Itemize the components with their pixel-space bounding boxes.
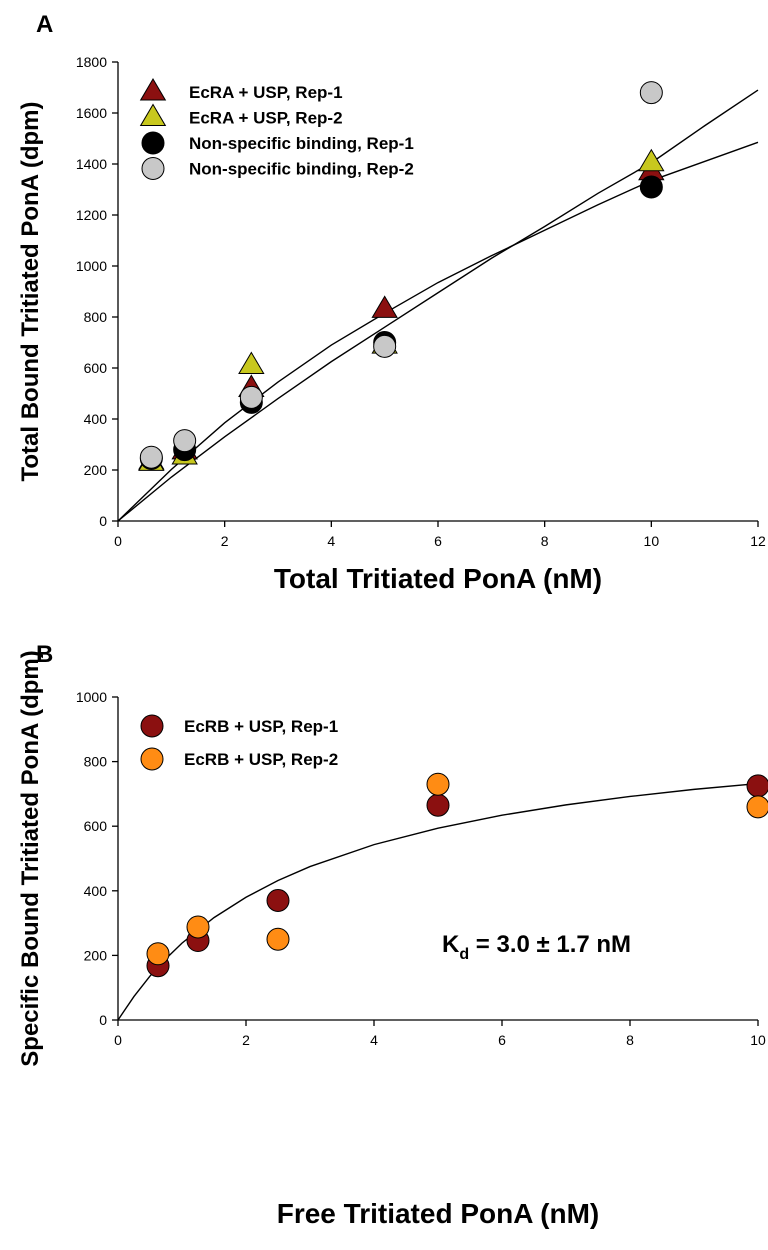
data-point (746, 774, 768, 798)
data-point (373, 334, 397, 358)
series-2 (138, 148, 665, 471)
x-axis-title: Total Tritiated PonA (nM) (274, 563, 602, 594)
data-point (639, 175, 663, 199)
y-tick-label: 600 (84, 818, 108, 834)
legend: EcRA + USP, Rep-1 EcRA + USP, Rep-2 Non-sp… (139, 78, 414, 180)
legend-label: EcRA + USP, Rep-1 (189, 83, 343, 102)
y-tick-label: 200 (84, 947, 108, 963)
data-point (266, 927, 290, 951)
x-tick-label: 4 (370, 1032, 378, 1048)
kd-subscript: d (459, 946, 469, 963)
fit-curve (117, 141, 759, 522)
y-tick-label: 400 (84, 883, 108, 899)
data-point (173, 429, 197, 453)
legend-marker (139, 78, 167, 101)
data-point (426, 772, 450, 796)
legend-label: Non-specific binding, Rep-1 (189, 134, 414, 153)
panel-label: B (36, 641, 53, 668)
x-tick-label: 10 (750, 1032, 766, 1048)
data-point (638, 148, 665, 172)
chart-panel-A: A 0 2 4 6 8 10 12 0 200 400 600 800 1000 1200 1400 1600 1… (17, 11, 766, 594)
legend-marker (140, 714, 164, 738)
data-point (238, 351, 265, 375)
series-4 (139, 81, 663, 469)
legend-marker (141, 157, 165, 180)
x-tick-label: 6 (498, 1032, 506, 1048)
legend-label: EcRA + USP, Rep-2 (189, 109, 343, 128)
data-point (239, 385, 263, 409)
y-tick-label: 0 (99, 513, 107, 529)
data-point (426, 793, 450, 817)
x-tick-label: 0 (114, 533, 122, 549)
legend-marker (139, 103, 167, 127)
x-tick-label: 6 (434, 533, 442, 549)
y-axis-title: Total Bound Tritiated PonA (dpm) (17, 102, 44, 482)
x-tick-label: 10 (644, 533, 660, 549)
legend-label: Non-specific binding, Rep-2 (189, 160, 414, 179)
y-tick-label: 400 (84, 411, 108, 427)
x-tick-label: 8 (626, 1032, 634, 1048)
y-tick-label: 0 (99, 1012, 107, 1028)
data-point (186, 915, 210, 939)
y-tick-label: 1400 (76, 156, 107, 172)
legend-marker (141, 131, 165, 155)
kd-value: = 3.0 ± 1.7 nM (469, 931, 631, 958)
data-point (266, 888, 290, 912)
kd-annotation: Kd = 3.0 ± 1.7 nM (442, 931, 631, 963)
y-tick-label: 1000 (76, 689, 107, 705)
panel-label: A (36, 11, 53, 38)
y-tick-label: 1200 (76, 207, 107, 223)
x-tick-label: 0 (114, 1032, 122, 1048)
legend-label: EcRB + USP, Rep-2 (184, 750, 338, 769)
y-tick-label: 600 (84, 360, 108, 376)
x-tick-label: 2 (221, 533, 229, 549)
y-tick-label: 1800 (76, 54, 107, 70)
x-axis-title: Free Tritiated PonA (nM) (277, 1198, 600, 1229)
data-point (371, 295, 398, 318)
legend-label: EcRB + USP, Rep-1 (184, 717, 338, 736)
kd-symbol: K (442, 931, 460, 958)
y-tick-label: 800 (84, 309, 108, 325)
fit-curve (117, 782, 759, 1021)
x-tick-label: 8 (541, 533, 549, 549)
data-point (139, 445, 163, 469)
data-point (639, 81, 663, 105)
legend-marker (140, 747, 164, 771)
y-tick-label: 1000 (76, 258, 107, 274)
y-tick-label: 200 (84, 462, 108, 478)
data-point (746, 795, 768, 819)
data-point (146, 942, 170, 966)
y-tick-label: 800 (84, 754, 108, 770)
x-tick-label: 4 (327, 533, 335, 549)
chart-panel-B: B 0 2 4 6 8 10 0 200 400 600 800 1000 Free Tritiated … (17, 641, 768, 1229)
x-tick-label: 12 (750, 533, 766, 549)
y-axis-title: Specific Bound Tritiated PonA (dpm) (17, 650, 44, 1066)
fit-curve (117, 89, 759, 522)
series-2 (146, 772, 768, 966)
series-1 (138, 157, 665, 470)
legend: EcRB + USP, Rep-1 EcRB + USP, Rep-2 (140, 714, 338, 771)
series-3 (139, 175, 663, 471)
x-tick-label: 2 (242, 1032, 250, 1048)
y-tick-label: 1600 (76, 105, 107, 121)
